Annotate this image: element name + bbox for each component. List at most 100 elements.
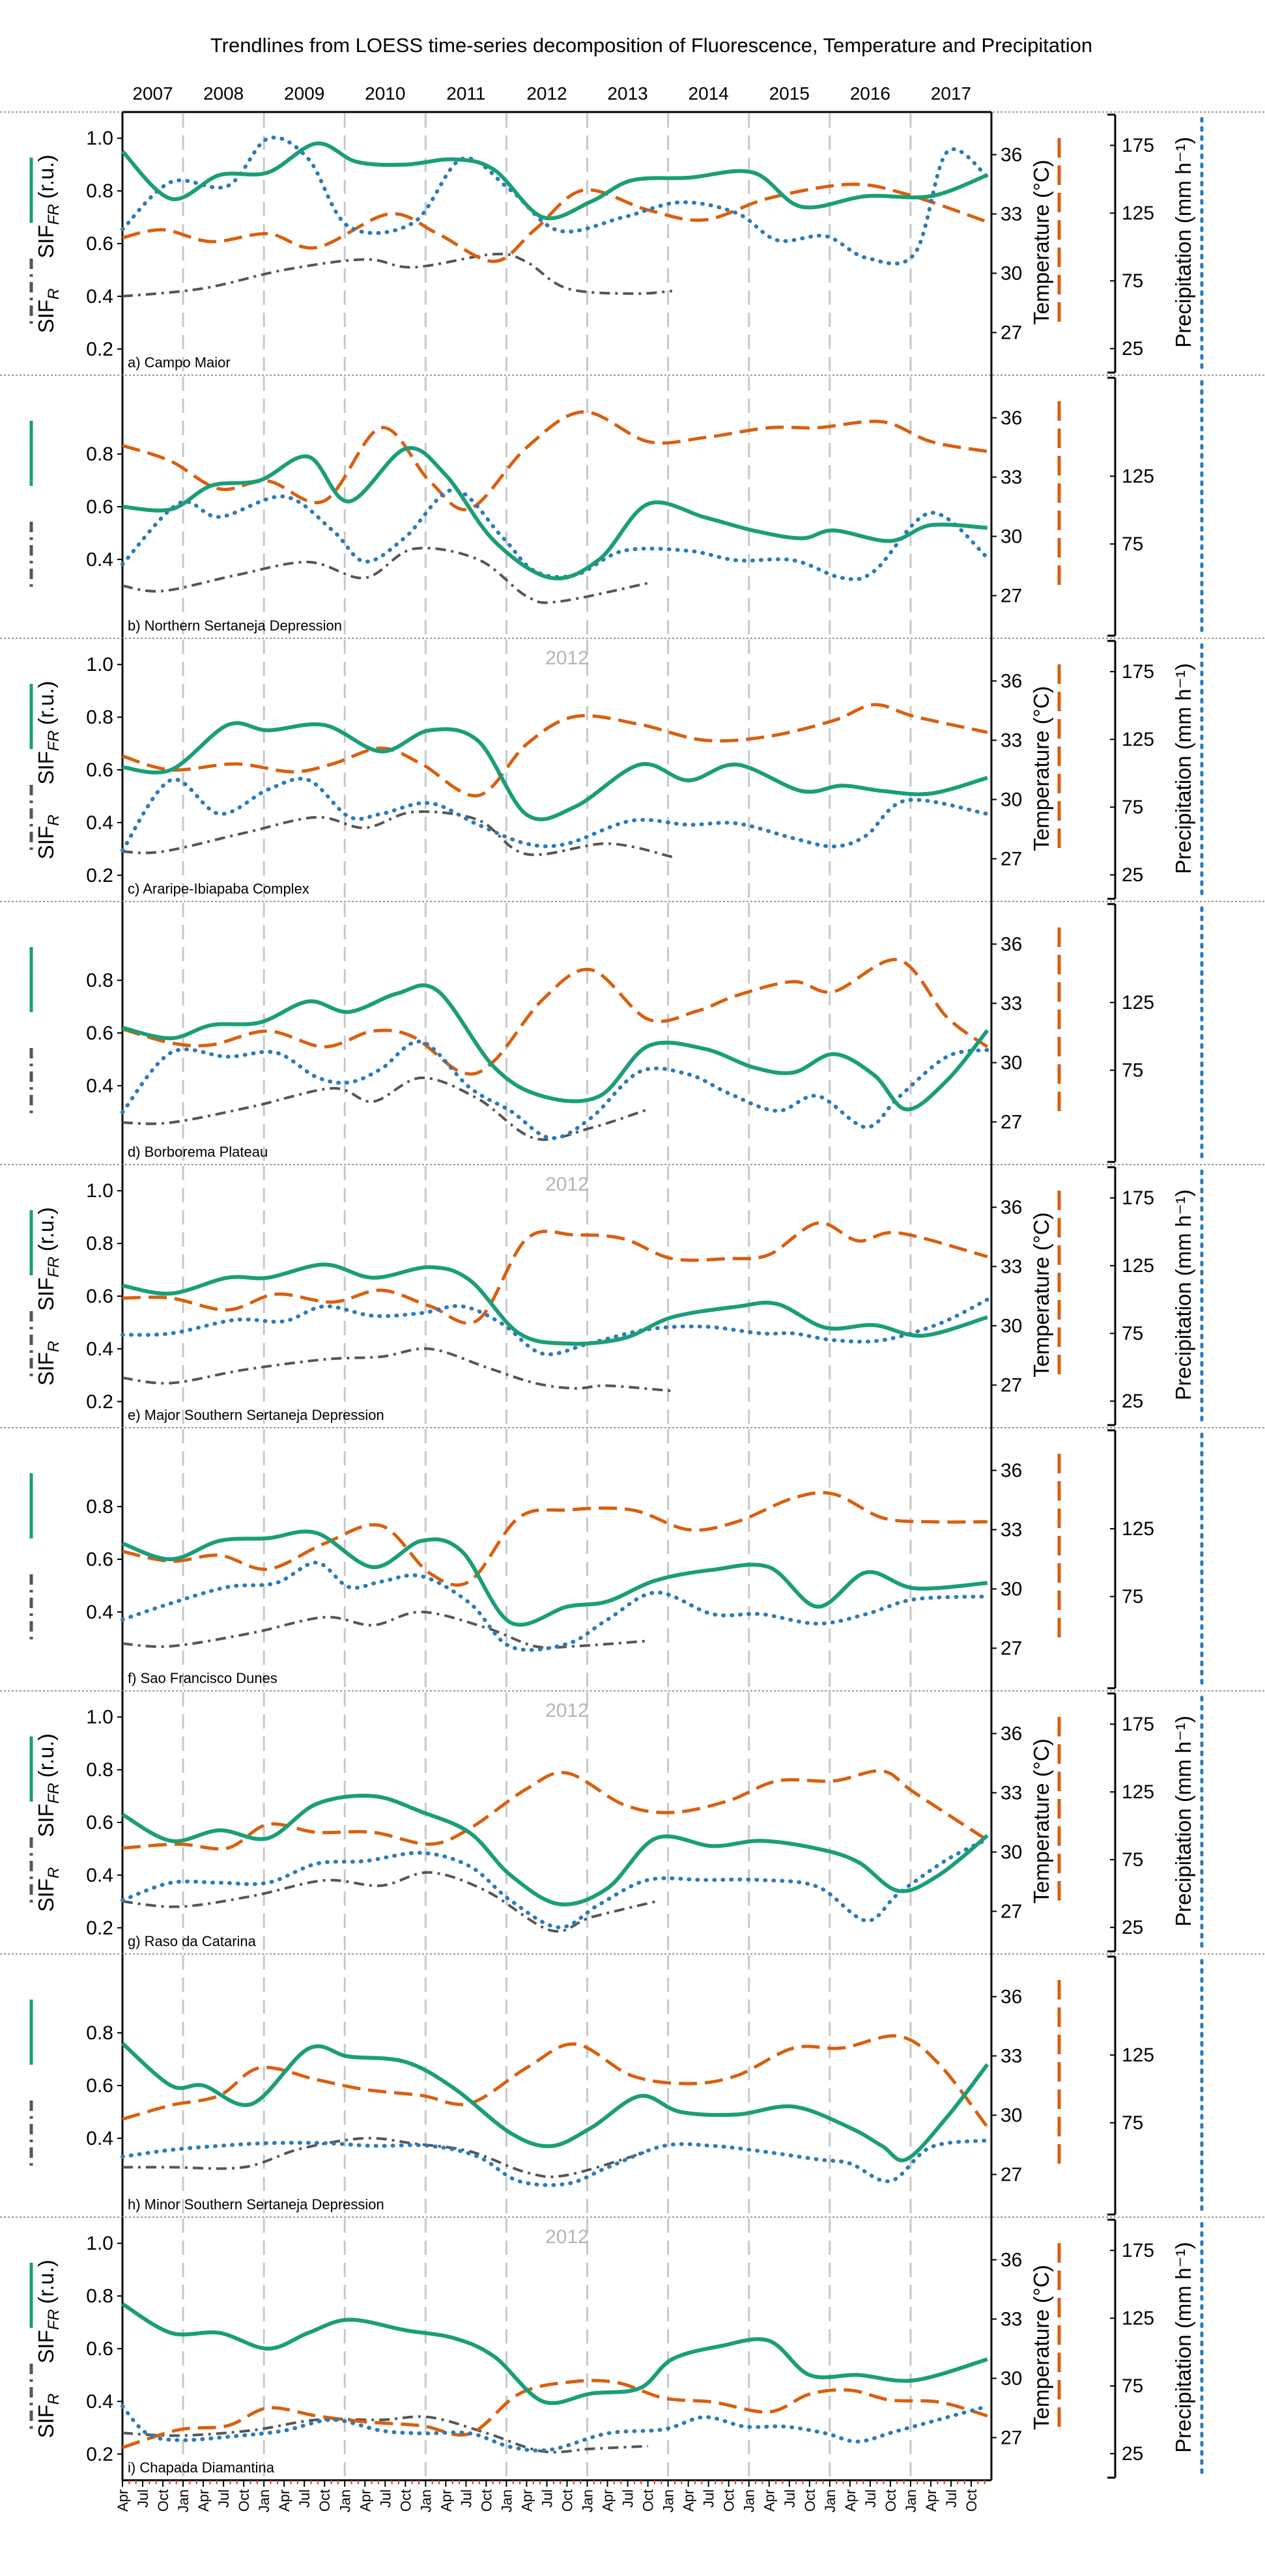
- temp-tick-label: 33: [1001, 467, 1022, 488]
- precip-tick-label: 75: [1122, 1586, 1143, 1607]
- precip-tick-label: 25: [1122, 864, 1143, 886]
- sif-r-line: [122, 546, 649, 604]
- sif-tick-label: 0.8: [86, 2022, 113, 2044]
- sif-fr-axis-label-units: (r.u.): [34, 2259, 58, 2304]
- panel-label: f) Sao Francisco Dunes: [128, 1670, 277, 1686]
- sif-tick-label: 0.4: [86, 286, 113, 307]
- month-tick-label: Jul: [135, 2489, 151, 2508]
- precipitation-axis-label: Precipitation (mm h⁻¹): [1171, 1189, 1195, 1400]
- precipitation-line: [121, 1040, 989, 1140]
- sif-tick-label: 0.6: [86, 496, 113, 518]
- temperature-line: [122, 1769, 989, 1851]
- precip-tick-label: 75: [1122, 2112, 1143, 2134]
- sif-fr-axis-label-main: SIF: [34, 225, 58, 258]
- sif-r-axis-label: SIFR: [34, 2394, 63, 2439]
- temp-tick-label: 36: [1001, 1723, 1022, 1745]
- sif-tick-label: 1.0: [86, 654, 113, 675]
- month-tick-label: Apr: [600, 2489, 616, 2512]
- sif-r-axis-label-sub: R: [45, 1341, 63, 1352]
- temp-tick-label: 30: [1001, 1842, 1022, 1863]
- month-tick-label: Oct: [963, 2489, 980, 2512]
- sif-fr-line: [122, 721, 988, 821]
- month-tick-label: Oct: [721, 2489, 737, 2512]
- month-tick-label: Apr: [761, 2489, 778, 2512]
- precip-tick-label: 75: [1122, 2375, 1143, 2397]
- sif-tick-label: 0.6: [86, 1812, 113, 1833]
- sif-fr-line: [121, 2302, 988, 2405]
- sif-fr-axis-label-units: (r.u.): [34, 681, 58, 725]
- sif-tick-label: 0.4: [86, 549, 113, 571]
- sif-fr-axis-label: SIFFR (r.u.): [34, 2259, 63, 2363]
- sif-tick-label: 0.8: [86, 180, 113, 202]
- sif-fr-axis-label-sub: FR: [45, 1256, 63, 1277]
- precip-tick-label: 25: [1122, 1391, 1143, 1412]
- panel: 2012 0.2 0.4 0.6 0.8 1.0 27 30 33 36 25 75 125 175 SIF…: [0, 1164, 1265, 1428]
- sif-tick-label: 1.0: [86, 1180, 113, 1202]
- temp-tick-label: 33: [1001, 730, 1022, 752]
- temp-tick-label: 33: [1001, 1783, 1022, 1804]
- temp-tick-label: 30: [1001, 789, 1022, 811]
- sif-r-axis-label: SIFR: [34, 289, 63, 333]
- sif-fr-axis-label-sub: FR: [45, 730, 63, 751]
- precip-tick-label: 175: [1122, 1714, 1154, 1735]
- panel: 0.4 0.6 0.8 27 30 33 36 75 125 f) Sao Francisco D…: [0, 1427, 1265, 1691]
- sif-r-axis-label-main: SIF: [34, 2405, 58, 2438]
- month-tick-label: Jul: [296, 2489, 313, 2508]
- month-tick-label: Apr: [923, 2489, 939, 2512]
- sif-r-line: [122, 252, 672, 298]
- sif-tick-label: 0.2: [86, 865, 113, 886]
- month-tick-label: Jan: [337, 2489, 353, 2512]
- month-tick-label: Jan: [175, 2489, 192, 2512]
- temperature-axis-label: Temperature (°C): [1029, 2265, 1053, 2429]
- sif-tick-label: 0.4: [86, 1865, 113, 1886]
- precipitation-line: [121, 2404, 989, 2453]
- year-label: 2012: [526, 83, 567, 104]
- month-tick-label: Jul: [943, 2489, 959, 2508]
- month-tick-label: Jan: [580, 2489, 596, 2512]
- sif-tick-label: 0.8: [86, 970, 113, 991]
- temp-tick-label: 36: [1001, 1460, 1022, 1482]
- sif-fr-axis-label-units: (r.u.): [34, 1207, 58, 1251]
- month-tick-label: Apr: [519, 2489, 535, 2512]
- sif-tick-label: 0.4: [86, 2391, 113, 2413]
- sif-tick-label: 0.2: [86, 1391, 113, 1413]
- panel: 0.4 0.6 0.8 27 30 33 36 75 125 h) Minor Southern …: [0, 1953, 1265, 2217]
- panel-label: i) Chapada Diamantina: [128, 2459, 275, 2476]
- precipitation-axis-label: Precipitation (mm h⁻¹): [1171, 137, 1195, 348]
- precipitation-line: [121, 135, 989, 266]
- panel-label: e) Major Southern Sertaneja Depression: [128, 1407, 384, 1423]
- year-label: 2015: [769, 83, 810, 104]
- highlight-year-label: 2012: [545, 1700, 589, 1721]
- temp-tick-label: 30: [1001, 1053, 1022, 1074]
- precip-tick-label: 125: [1122, 1518, 1154, 1540]
- highlight-year-label: 2012: [545, 2226, 589, 2248]
- precip-tick-label: 125: [1122, 2308, 1154, 2329]
- temp-tick-label: 27: [1001, 1375, 1022, 1396]
- sif-fr-axis-label-main: SIF: [34, 2330, 58, 2363]
- month-tick-label: Oct: [478, 2489, 494, 2512]
- highlight-year-label: 2012: [545, 1174, 589, 1195]
- precip-tick-label: 25: [1122, 2443, 1143, 2465]
- temp-tick-label: 36: [1001, 1197, 1022, 1219]
- month-tick-label: Jan: [741, 2489, 758, 2512]
- year-label: 2011: [446, 83, 485, 104]
- month-tick-label: Oct: [317, 2489, 333, 2512]
- month-tick-label: Jul: [539, 2489, 555, 2508]
- sif-r-axis-label-sub: R: [45, 1867, 63, 1878]
- sif-tick-label: 0.8: [86, 444, 113, 465]
- sif-tick-label: 0.6: [86, 759, 113, 781]
- sif-fr-axis-label: SIFFR (r.u.): [34, 154, 63, 258]
- temp-tick-label: 36: [1001, 1987, 1022, 2008]
- temperature-axis-label: Temperature (°C): [1029, 160, 1053, 324]
- precip-tick-label: 125: [1122, 729, 1154, 750]
- temp-tick-label: 33: [1001, 1256, 1022, 1278]
- sif-r-axis-label: SIFR: [34, 1341, 63, 1386]
- month-tick-label: Jul: [216, 2489, 232, 2508]
- panel: 0.20.40.60.81.0273033362575125175SIFFR(r…: [0, 111, 1265, 375]
- precip-tick-label: 75: [1122, 1060, 1143, 1081]
- panels: 0.20.40.60.81.0273033362575125175SIFFR(r…: [0, 111, 1265, 2480]
- temp-tick-label: 36: [1001, 934, 1022, 955]
- panel-label: d) Borborema Plateau: [128, 1144, 268, 1160]
- temp-tick-label: 27: [1001, 1638, 1022, 1660]
